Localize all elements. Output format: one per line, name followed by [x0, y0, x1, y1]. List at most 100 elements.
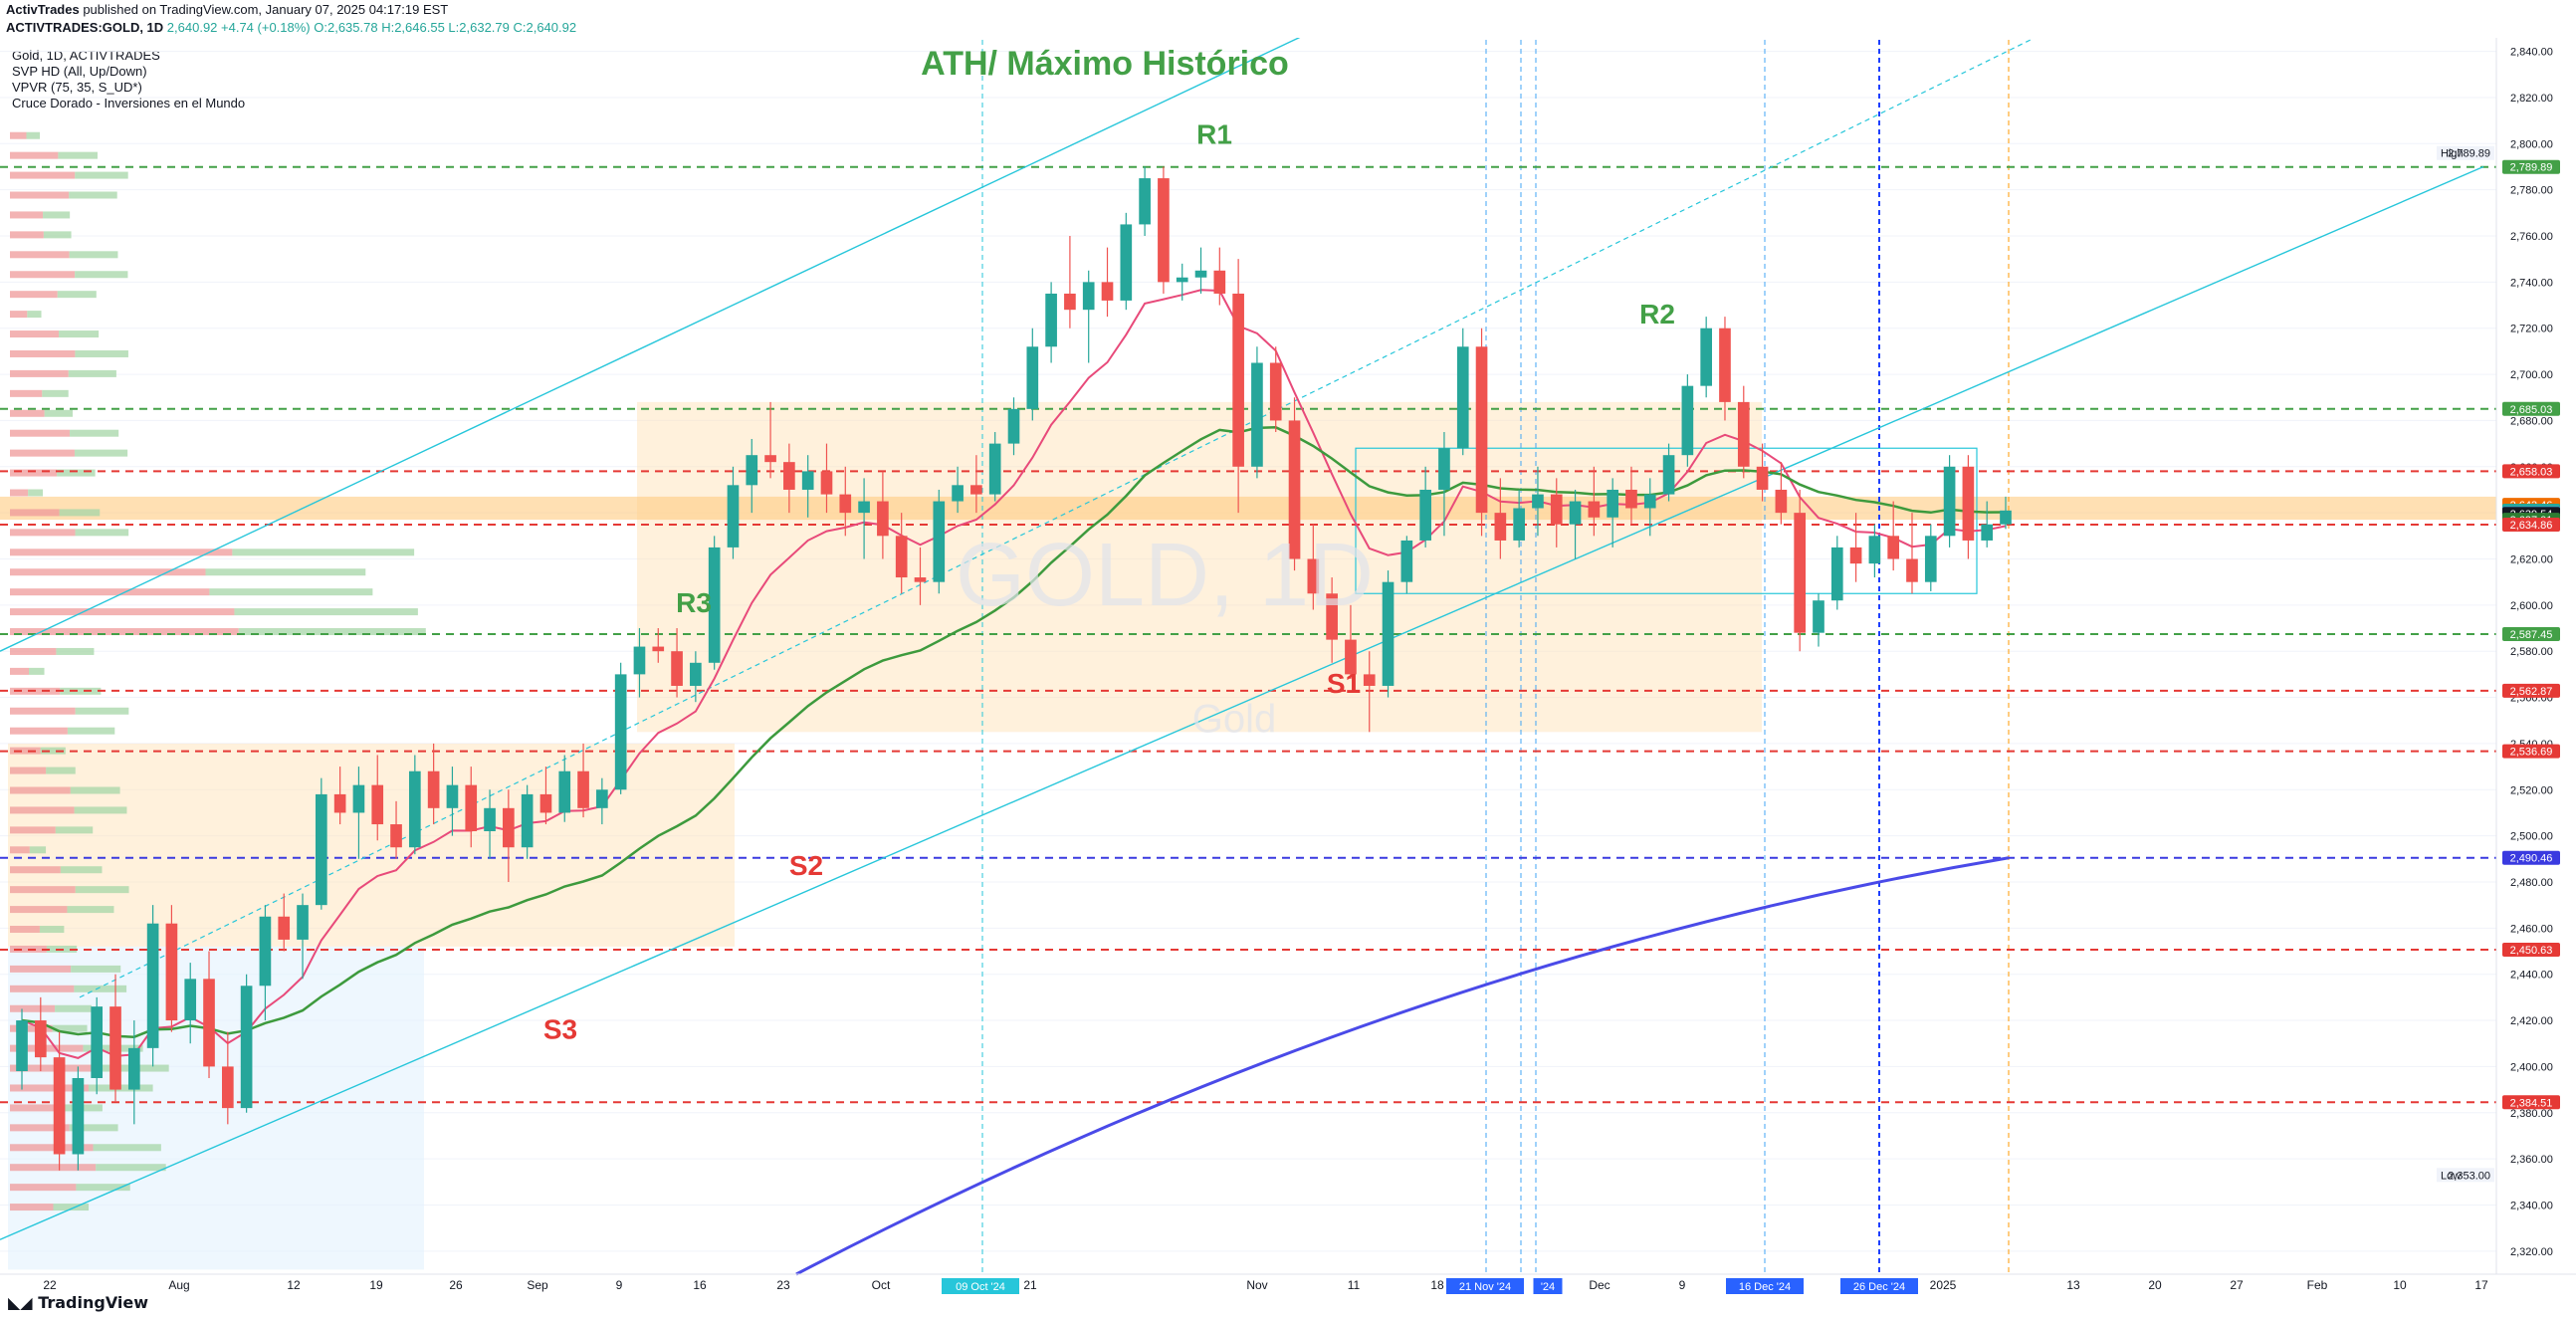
volume-profile-bar [55, 826, 94, 834]
volume-profile-bar [10, 727, 68, 735]
price-badge [2502, 626, 2560, 641]
candle-body [1794, 513, 1807, 633]
volume-profile-bar [10, 806, 75, 814]
volume-profile-bar [10, 151, 59, 159]
poc-band [0, 496, 2496, 521]
volume-profile-bar [10, 667, 29, 675]
legend-svp[interactable]: SVP HD (All, Up/Down) [12, 64, 147, 79]
candle-body [1101, 282, 1114, 301]
candle-body [1007, 408, 1020, 444]
volume-profile-bar [10, 1204, 54, 1211]
publisher-name: ActivTrades [6, 2, 80, 17]
volume-profile-bar [10, 271, 76, 279]
candle-body [1625, 489, 1637, 509]
candle-body [109, 1006, 121, 1090]
date-highlight-badge [1533, 1278, 1563, 1294]
legend-cruce[interactable]: Cruce Dorado - Inversiones en el Mundo [12, 96, 246, 110]
volume-profile-bar [10, 131, 27, 139]
candle-body [521, 793, 534, 848]
trendline-upper [0, 38, 1301, 652]
ema-slow-line [795, 856, 2010, 1276]
candle-body [1176, 277, 1188, 283]
candle-body [558, 770, 571, 813]
price-tick-label: 2,440.00 [2510, 970, 2553, 982]
price-badge-label: 2,536.69 [2510, 747, 2553, 759]
volume-profile-bar [53, 1204, 90, 1211]
candle-body [839, 494, 852, 514]
time-tick-label: 12 [287, 1278, 301, 1292]
price-badge-label: 2,789.89 [2510, 162, 2553, 174]
price-tick-label: 2,740.00 [2510, 277, 2553, 289]
volume-profile-bar [10, 529, 76, 537]
candle-body [1700, 328, 1712, 386]
volume-profile-bar [52, 1024, 88, 1032]
price-badge [2502, 683, 2560, 698]
candle-body [34, 1020, 47, 1058]
volume-profile-bar [10, 926, 40, 934]
volume-profile-bar [10, 291, 58, 299]
candle-body [446, 784, 459, 808]
price-tick-label: 2,460.00 [2510, 923, 2553, 935]
candle-body [727, 485, 740, 548]
volume-profile-bar [10, 509, 60, 517]
highlow-badge [2437, 1168, 2494, 1183]
candle-body [877, 501, 889, 537]
highlow-value: 2,789.89 [2448, 148, 2490, 160]
time-tick-label: Dec [1589, 1278, 1610, 1292]
candle-body [1924, 536, 1937, 582]
price-tick-label: 2,700.00 [2510, 369, 2553, 381]
date-highlight-label: 26 Dec '24 [1853, 1281, 1905, 1293]
price-tick-label: 2,680.00 [2510, 415, 2553, 427]
candle-body [577, 770, 589, 808]
volume-profile-bar [76, 1184, 130, 1192]
volume-profile-bar [75, 707, 129, 715]
candle-body [333, 793, 346, 813]
volume-profile-bar [75, 529, 129, 537]
candle-body [259, 916, 272, 987]
candle-body [1213, 270, 1226, 294]
trendline-lower [0, 165, 2484, 1240]
highlow-tag: High [2441, 148, 2464, 160]
volume-profile-bar [93, 1144, 161, 1152]
volume-profile-bar [10, 409, 45, 417]
candle-body [1064, 293, 1076, 311]
candle-body [184, 979, 197, 1021]
candle-body [708, 547, 721, 663]
volume-profile-bar [44, 409, 73, 417]
candle-body [596, 789, 608, 808]
legend-vpvr[interactable]: VPVR (75, 35, S_UD*) [12, 80, 142, 95]
volume-profile-bar [28, 489, 44, 497]
candle-body [988, 443, 1001, 495]
price-tick-label: 2,340.00 [2510, 1200, 2553, 1211]
volume-profile-bar [39, 926, 65, 934]
price-badge-label: 2,634.86 [2510, 520, 2553, 532]
range-zone-lower [8, 743, 735, 947]
time-tick-label: 17 [2474, 1278, 2488, 1292]
volume-profile-bar [10, 469, 58, 477]
price-tick-label: 2,420.00 [2510, 1015, 2553, 1027]
volume-profile-bar [10, 647, 57, 655]
candle-body [91, 1006, 104, 1078]
volume-profile-bar [57, 291, 97, 299]
volume-profile-bar [10, 628, 239, 636]
candle-body [72, 1077, 85, 1155]
time-tick-label: 9 [1679, 1278, 1686, 1292]
price-badge-label: 2,587.45 [2510, 629, 2553, 641]
candle-body [165, 923, 178, 1021]
volume-profile-bar [26, 131, 40, 139]
volume-profile-bar [74, 985, 127, 992]
price-tick-label: 2,580.00 [2510, 646, 2553, 658]
candle-body [914, 577, 927, 582]
price-tick-label: 2,500.00 [2510, 831, 2553, 843]
volume-profile-bar [40, 747, 66, 755]
price-badge-label: 2,490.46 [2510, 853, 2553, 865]
tradingview-icon: ◣◢ [8, 1293, 33, 1312]
time-tick-label: Aug [168, 1278, 189, 1292]
candle-body [316, 793, 327, 906]
price-chart[interactable]: GOLD, 1D Gold ATH/ Máximo Histórico R1 R2 R3 S… [0, 38, 2576, 1294]
volume-profile-bar [10, 251, 70, 259]
price-tick-label: 2,820.00 [2510, 93, 2553, 105]
candle-body [53, 1057, 66, 1155]
candle-body [952, 485, 964, 502]
volume-profile-bar [10, 985, 75, 992]
